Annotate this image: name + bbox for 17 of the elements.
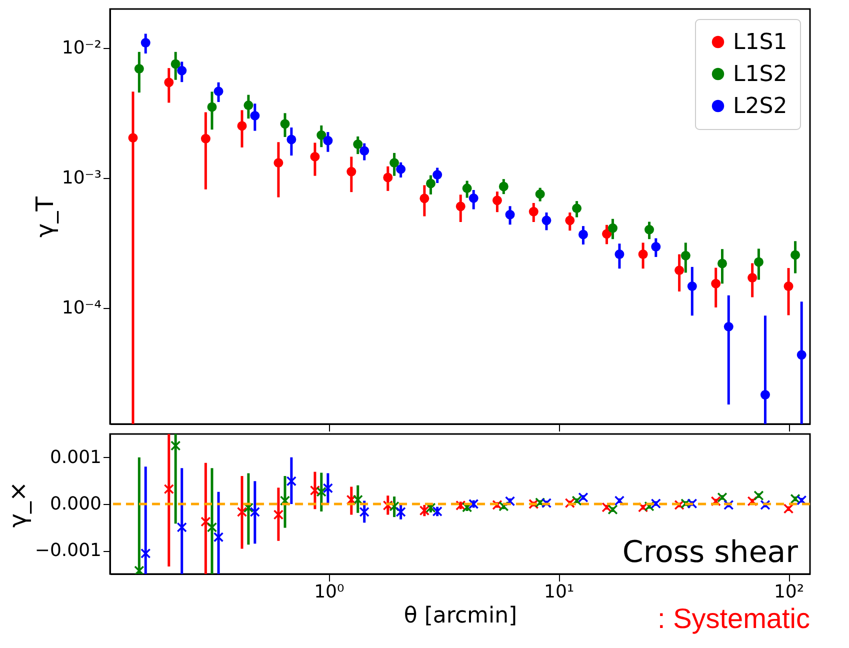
y-tick-label: 10⁻³ — [62, 168, 102, 189]
y-tick-label: 0.000 — [50, 494, 102, 514]
y-tick-label: 0.001 — [50, 446, 102, 468]
y-tick-label: 10⁻⁴ — [62, 297, 102, 318]
text: : Systematic — [658, 603, 810, 634]
y-tick-label: −0.001 — [34, 540, 102, 562]
y-axis-title: γ_T — [30, 196, 59, 238]
y-axis-title: γ_× — [4, 481, 32, 528]
x-tick-label: 10⁰ — [314, 582, 344, 602]
y-tick-label: 10⁻² — [62, 38, 102, 59]
x-tick-label: 10¹ — [544, 582, 574, 602]
legend-label: L1S2 — [733, 62, 788, 87]
x-tick-label: 10² — [774, 582, 804, 602]
x-axis-title: θ [arcmin] — [404, 604, 518, 628]
annotation: Cross shear — [622, 535, 799, 570]
legend-label: L1S1 — [733, 30, 788, 55]
legend-label: L2S2 — [733, 94, 788, 119]
